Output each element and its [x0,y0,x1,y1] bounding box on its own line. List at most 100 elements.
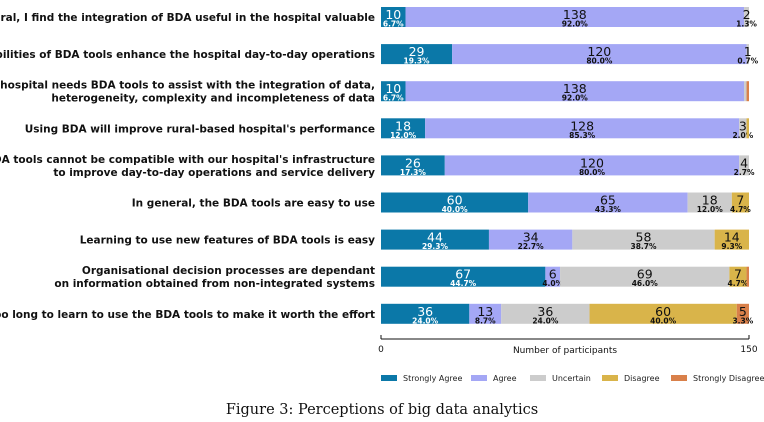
legend-swatch [671,375,687,381]
data-label-count: 120 [587,44,611,59]
data-label-count: 10 [385,7,401,22]
data-label-percent: 2.7% [734,168,755,177]
data-label-percent: 17.3% [400,168,427,177]
bar-segment-uncertain [744,7,749,27]
bar-segment-disagree [714,229,749,250]
bar-segment-strongly-agree [381,155,445,176]
data-label-count: 5 [739,304,747,319]
bar-row: Learning to use new features of BDA tool… [80,229,749,251]
data-label-count: 26 [405,155,421,170]
legend-item: Strongly Disagree [671,374,764,383]
data-label-percent: 4.0% [542,279,563,288]
data-label-count: 58 [636,230,652,245]
bar-segment-agree [405,81,745,102]
bar-segment-disagree [729,266,747,287]
bar-segment-disagree [589,303,737,324]
data-label-count: 13 [477,304,493,319]
category-label: on information obtained from non-integra… [54,278,375,290]
bar-segment-strongly-agree [381,44,453,65]
category-label: Organisational decision processes are de… [82,265,375,277]
x-tick-label: 150 [740,345,757,355]
legend-swatch [530,375,546,381]
data-label-count: 138 [563,81,587,96]
bar-row: Using BDA will improve rural-based hospi… [25,118,754,140]
category-label: The capabilities of BDA tools enhance th… [0,49,375,61]
bar-segment-strongly-agree [381,7,406,27]
bar-segment-uncertain [572,229,715,250]
data-label-percent: 24.0% [412,316,439,325]
figure-caption: Figure 3: Perceptions of big data analyt… [226,402,538,418]
bar-row: In general, I find the integration of BD… [0,7,757,29]
legend-label: Strongly Disagree [693,374,764,383]
data-label-count: 138 [563,7,587,22]
data-label-percent: 3.3% [732,316,753,325]
data-label-count: 44 [427,230,443,245]
bar-segment-strongly-disagree [746,266,749,287]
bar-segment-disagree [746,118,749,139]
legend-label: Uncertain [552,374,591,383]
data-label-percent: 80.0% [586,57,613,66]
data-label-percent: 22.7% [518,242,545,251]
data-label-percent: 40.0% [650,316,677,325]
data-label-count: 6 [549,267,557,282]
data-label-count: 18 [702,193,718,208]
category-label: BDA tools cannot be compatible with our … [0,154,375,166]
bar-segment-agree [405,7,745,27]
x-axis: 0 150 Number of participants [378,335,758,356]
bar-segment-strongly-disagree [736,303,749,324]
category-label: heterogeneity, complexity and incomplete… [51,93,375,105]
bar-segment-uncertain [501,303,590,324]
data-label-count: 120 [580,155,604,170]
data-label-count: 2 [743,7,751,22]
data-label-percent: 9.3% [721,242,742,251]
legend-swatch [602,375,618,381]
legend-swatch [471,375,487,381]
data-label-percent: 29.3% [422,242,449,251]
bar-segment-uncertain [746,44,749,65]
bar-segment-uncertain [739,118,747,139]
bar-row: In general, the BDA tools are easy to us… [132,192,751,214]
data-label-percent: 92.0% [562,20,589,29]
legend-item: Uncertain [530,374,591,383]
x-tick-label: 0 [378,345,384,355]
data-label-count: 34 [523,230,539,245]
data-label-count: 60 [655,304,671,319]
legend-label: Disagree [624,374,660,383]
data-label-percent: 46.0% [632,279,659,288]
data-label-count: 7 [734,267,742,282]
bar-segment-disagree [731,192,749,213]
data-label-count: 60 [447,193,463,208]
legend-swatch [381,375,397,381]
data-label-count: 1 [744,44,752,59]
bar-segment-strongly-agree [381,81,406,102]
data-label-percent: 2.0% [732,131,753,140]
data-label-count: 7 [736,193,744,208]
data-label-percent: 1.3% [736,20,757,29]
bar-segment-strongly-agree [381,118,426,139]
bar-segment-agree [444,155,740,176]
legend: Strongly Agree Agree Uncertain Disagree Stro… [381,374,764,383]
bar-row: BDA tools cannot be compatible with our … [0,154,755,179]
data-label-count: 36 [537,304,553,319]
data-label-percent: 4.7% [730,205,751,214]
data-label-percent: 44.7% [450,279,477,288]
data-label-count: 14 [724,230,740,245]
data-label-percent: 0.7% [737,57,758,66]
legend-label: Agree [493,374,517,383]
category-label: In general, the BDA tools are easy to us… [132,198,375,210]
data-label-percent: 85.3% [569,131,596,140]
bar-segment-agree [528,192,688,213]
bar-segment-strongly-agree [381,229,489,250]
data-label-percent: 12.0% [697,205,724,214]
data-label-percent: 19.3% [404,57,431,66]
category-label: In general, I find the integration of BD… [0,12,375,24]
legend-label: Strongly Agree [403,374,462,383]
category-label: Learning to use new features of BDA tool… [80,235,375,247]
data-label-percent: 12.0% [390,131,417,140]
data-label-count: 69 [637,267,653,282]
data-label-count: 65 [600,193,616,208]
data-label-count: 3 [739,118,747,133]
bar-segment-strongly-agree [381,266,546,287]
bar-rows: In general, I find the integration of BD… [0,7,759,325]
